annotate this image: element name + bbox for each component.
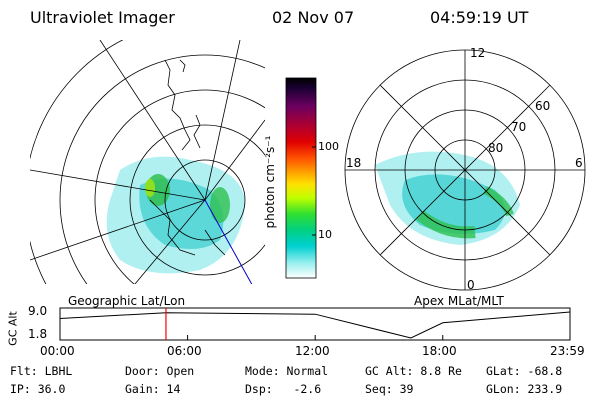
aurora-emission-apex: [375, 151, 520, 245]
mlat-label-60: 60: [535, 99, 551, 113]
altitude-time-ticks: [59, 335, 571, 340]
xtick-1200: 12:00: [295, 344, 330, 358]
coastline-outline: [149, 59, 226, 256]
status-glon: GLon: 233.9: [486, 382, 563, 396]
mlat-label-70: 70: [511, 120, 527, 134]
mlt-spokes: [345, 50, 585, 290]
xtick-2359: 23:59: [550, 344, 585, 358]
altitude-ytick-high: 9.0: [28, 304, 48, 318]
longitude-lines: [30, 40, 265, 284]
status-glat: GLat: -68.8: [486, 364, 563, 378]
image-time: 04:59:19 UT: [430, 8, 529, 27]
mlt-label-top: 12: [470, 46, 486, 60]
terminator-line: [204, 199, 253, 284]
status-door: Door: Open: [125, 364, 195, 378]
colorbar-unit-label: photon cm⁻²s⁻¹: [263, 135, 277, 229]
latitude-rings: [30, 40, 265, 284]
status-filter: Flt: LBHL: [10, 364, 73, 378]
mlt-label-left: 18: [346, 156, 362, 170]
colorbar-tick-100: 100: [318, 140, 339, 153]
status-seq: Seq: 39: [365, 382, 414, 396]
altitude-ytick-low: 1.8: [28, 327, 48, 341]
mlat-label-80: 80: [488, 141, 504, 155]
altitude-ylabel: GC Alt: [6, 311, 20, 346]
color-scale-bar: [285, 77, 317, 279]
geographic-map-panel: [30, 40, 265, 284]
status-gc-alt: GC Alt: 8.8 Re: [365, 364, 462, 378]
geographic-label: Geographic Lat/Lon: [68, 294, 186, 308]
status-gain: Gain: 14: [125, 382, 181, 396]
status-mode: Mode: Normal: [245, 364, 329, 378]
mlt-label-right: 6: [575, 156, 583, 170]
aurora-emission-geo: [106, 156, 246, 274]
apex-label: Apex MLat/MLT: [414, 294, 504, 308]
status-dsp: Dsp: -2.6: [245, 382, 322, 396]
colorbar-tick-10: 10: [318, 228, 332, 241]
status-ip: IP: 36.0: [10, 382, 66, 396]
apex-polar-panel: [344, 49, 586, 291]
image-date: 02 Nov 07: [272, 8, 355, 27]
instrument-title: Ultraviolet Imager: [30, 8, 175, 27]
xtick-0600: 06:00: [167, 344, 202, 358]
altitude-line-plot: [59, 307, 571, 341]
xtick-0000: 00:00: [40, 344, 75, 358]
mlt-label-bottom: 0: [467, 278, 475, 292]
xtick-1800: 18:00: [422, 344, 457, 358]
altitude-series-line: [59, 311, 571, 339]
